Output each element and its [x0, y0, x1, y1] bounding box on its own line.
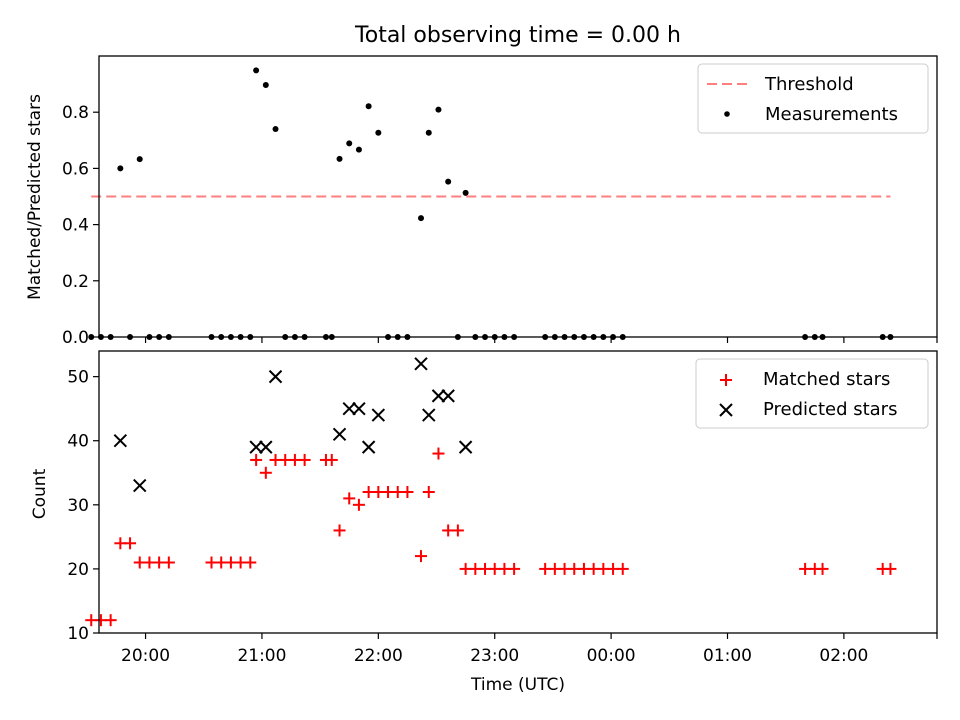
bottom-xtick-label: 23:00 [470, 646, 519, 666]
predicted-star-point [133, 478, 147, 493]
measurement-point [435, 106, 442, 113]
measurement-point [336, 155, 343, 162]
bottom-points [85, 357, 897, 627]
bottom-ytick-label: 40 [67, 432, 89, 452]
predicted-star-point [259, 440, 273, 454]
top-ytick-label: 0.6 [62, 159, 89, 179]
measurement-point [136, 156, 143, 163]
matched-star-point [401, 486, 414, 498]
bottom-ytick-label: 10 [67, 624, 89, 644]
top-title: Total observing time = 0.00 h [354, 23, 681, 48]
bottom-xtick-label: 22:00 [354, 646, 403, 666]
legend-measurements-label: Measurements [765, 104, 898, 125]
legend-measurements-swatch [724, 111, 730, 117]
measurement-point [462, 189, 469, 196]
matched-star-point [104, 614, 117, 627]
predicted-star-point [441, 389, 455, 403]
top-legend: Threshold Measurements [697, 63, 929, 134]
matched-star-point [884, 562, 897, 575]
measurement-point [445, 178, 452, 185]
top-ytick-label: 0.8 [62, 103, 89, 123]
bottom-xtick-label: 21:00 [237, 646, 286, 666]
bottom-plot-frame [98, 350, 938, 634]
matched-star-point [816, 562, 829, 575]
bottom-panel: Count Time (UTC) 10 20 30 40 50 20:00 21:00 22… [30, 350, 938, 695]
bottom-xlabel: Time (UTC) [470, 675, 565, 695]
legend-threshold-label: Threshold [764, 74, 854, 95]
matched-star-point [343, 492, 356, 505]
measurement-point [262, 81, 269, 88]
bottom-ytick-label: 30 [67, 496, 89, 516]
legend-matched-swatch [720, 374, 732, 386]
top-ytick-label: 0.0 [62, 328, 89, 348]
bottom-xtick-label: 00:00 [587, 646, 636, 666]
matched-star-point [333, 524, 346, 537]
top-yticks: 0.0 0.2 0.4 0.6 0.8 [62, 103, 99, 348]
top-plot-frame [98, 55, 938, 338]
top-ylabel: Matched/Predicted stars [25, 94, 45, 300]
matched-star-point [124, 537, 137, 550]
predicted-star-point [414, 357, 428, 371]
predicted-star-point [342, 401, 356, 416]
matched-star-point [325, 453, 338, 466]
matched-star-point [451, 524, 464, 537]
bottom-xtick-label: 20:00 [121, 646, 170, 666]
matched-star-point [298, 453, 311, 466]
bottom-yticks: 10 20 30 40 50 [67, 368, 99, 644]
bottom-xtick-label: 01:00 [703, 646, 752, 666]
measurement-point [117, 165, 124, 172]
matched-star-point [432, 447, 445, 460]
bottom-ytick-label: 50 [67, 368, 89, 388]
predicted-star-point [249, 440, 263, 454]
matched-star-point [250, 453, 263, 466]
matched-star-point [508, 562, 521, 575]
measurement-point [253, 67, 260, 74]
measurement-point [365, 103, 372, 110]
bottom-legend-box [695, 358, 929, 429]
legend-predicted-swatch [719, 403, 733, 417]
top-legend-box [697, 63, 929, 134]
matched-star-point [162, 556, 175, 569]
matched-star-point [244, 556, 257, 569]
top-ytick-label: 0.2 [62, 272, 89, 292]
measurement-point [418, 215, 425, 222]
measurement-point [88, 334, 95, 340]
measurement-point [425, 129, 432, 136]
predicted-star-point [113, 434, 128, 448]
measurement-point [346, 140, 353, 147]
legend-predicted-label: Predicted stars [763, 399, 897, 420]
matched-star-point [415, 550, 428, 563]
legend-matched-label: Matched stars [763, 369, 890, 390]
top-ytick-label: 0.4 [62, 216, 89, 236]
measurement-point [355, 146, 362, 153]
predicted-star-point [431, 389, 446, 403]
matched-star-point [616, 562, 629, 575]
bottom-ylabel: Count [30, 468, 50, 519]
predicted-star-point [352, 401, 366, 416]
bottom-xticks: 20:00 21:00 22:00 23:00 00:00 01:00 02:00 [121, 633, 938, 666]
predicted-star-point [422, 408, 436, 422]
measurement-point [272, 126, 279, 133]
predicted-star-point [361, 440, 376, 454]
predicted-star-point [332, 427, 347, 442]
bottom-legend: Matched stars Predicted stars [695, 358, 929, 429]
bottom-xtick-label: 02:00 [819, 646, 868, 666]
top-panel: Total observing time = 0.00 h Matched/Pr… [25, 23, 938, 348]
matched-star-point [352, 498, 365, 511]
matched-star-point [259, 466, 272, 479]
predicted-star-point [458, 440, 473, 454]
matched-star-point [422, 486, 435, 498]
predicted-star-point [371, 408, 386, 422]
predicted-star-point [268, 369, 283, 384]
measurement-point [375, 129, 382, 136]
bottom-ytick-label: 20 [67, 560, 89, 580]
